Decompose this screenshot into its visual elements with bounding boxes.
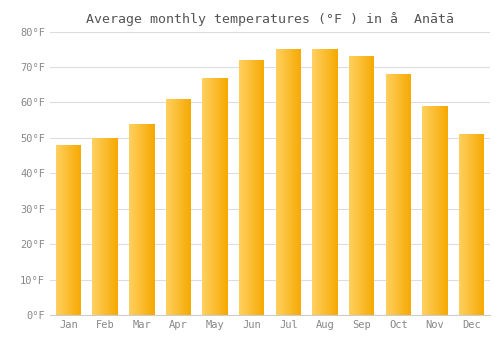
Title: Average monthly temperatures (°F ) in å  Anātā: Average monthly temperatures (°F ) in å … (86, 12, 454, 26)
